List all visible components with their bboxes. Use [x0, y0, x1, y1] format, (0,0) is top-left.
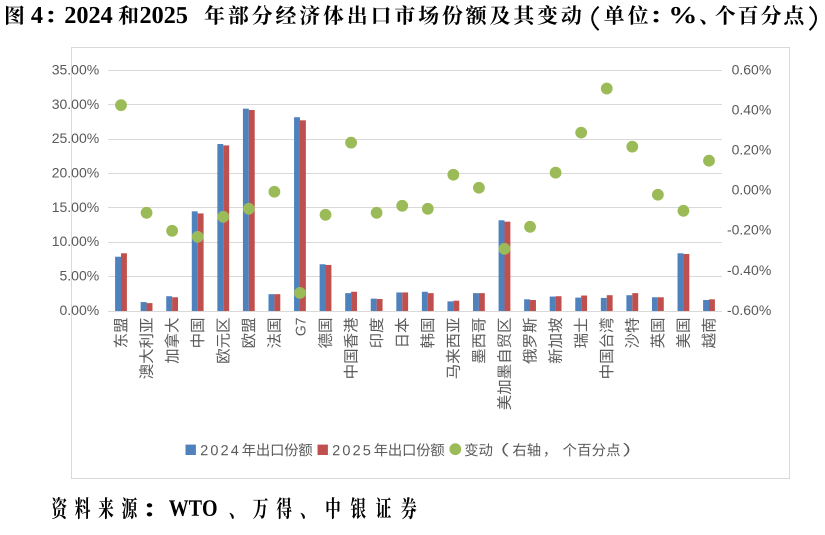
svg-text:-0.20%: -0.20%: [727, 222, 771, 238]
svg-text:10.00%: 10.00%: [52, 233, 99, 249]
svg-text:0.20%: 0.20%: [732, 142, 772, 158]
svg-text:30.00%: 30.00%: [52, 96, 99, 112]
svg-text:25.00%: 25.00%: [52, 130, 99, 146]
svg-text:0.00%: 0.00%: [59, 302, 99, 318]
svg-text:35.00%: 35.00%: [52, 61, 99, 77]
svg-text:20.00%: 20.00%: [52, 164, 99, 180]
svg-text:15.00%: 15.00%: [52, 199, 99, 215]
svg-text:0.60%: 0.60%: [732, 61, 772, 77]
svg-text:-0.40%: -0.40%: [727, 262, 771, 278]
svg-text:5.00%: 5.00%: [59, 268, 99, 284]
svg-text:0.40%: 0.40%: [732, 101, 772, 117]
svg-text:0.00%: 0.00%: [732, 182, 772, 198]
svg-text:-0.60%: -0.60%: [727, 302, 771, 318]
